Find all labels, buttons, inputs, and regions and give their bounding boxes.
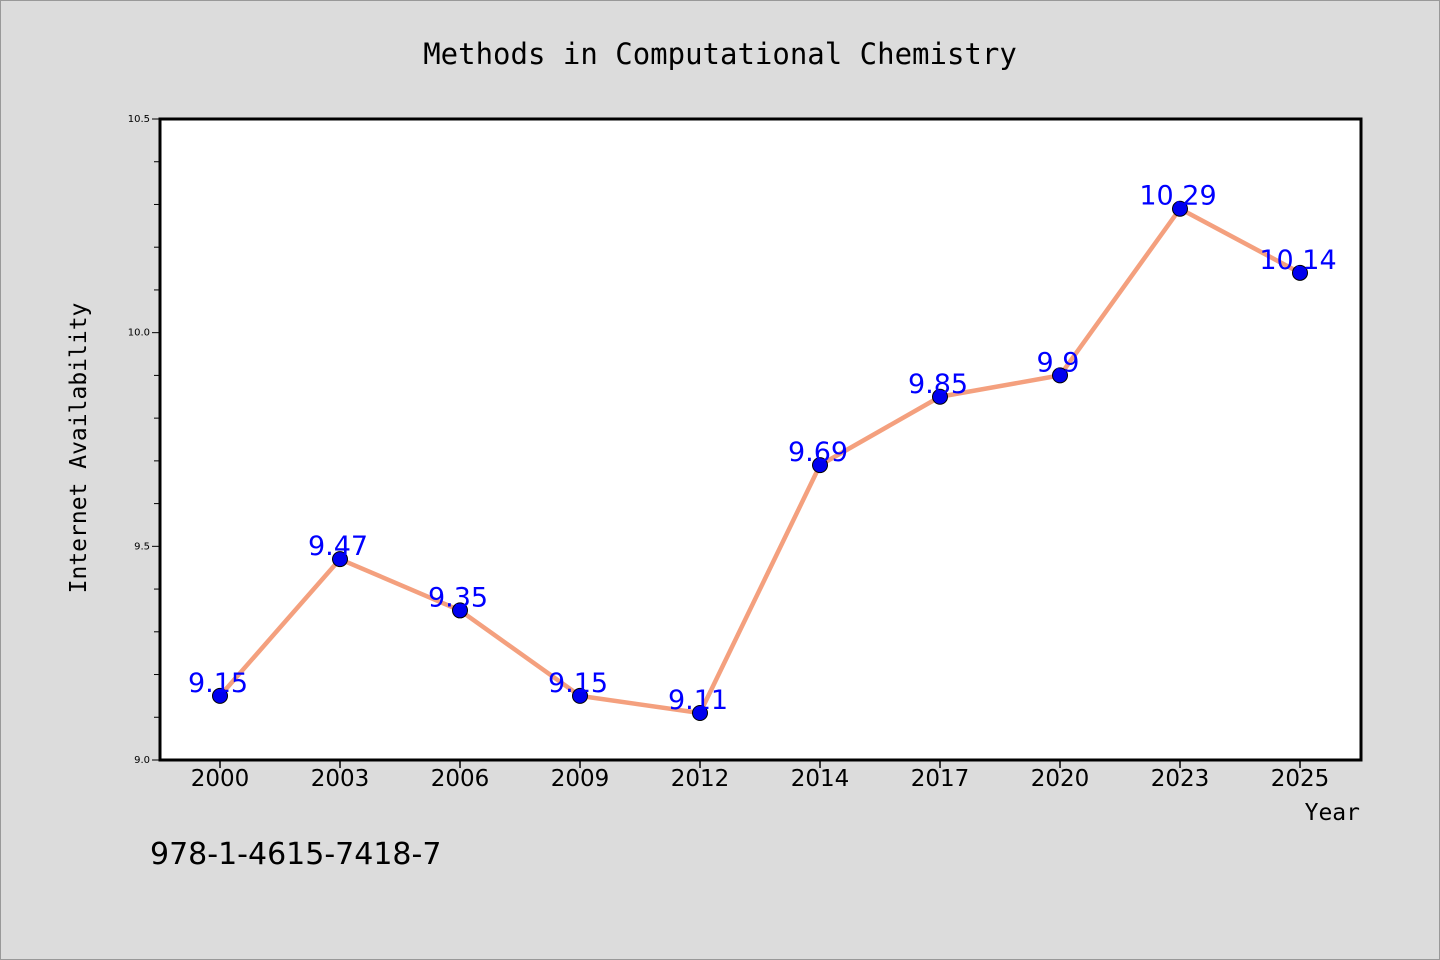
y-tick-label: 9.0 [134,755,150,766]
x-tick-label: 2023 [1151,766,1210,792]
data-point [212,687,228,704]
y-tick-label: 10.0 [128,328,150,339]
data-point [1292,264,1308,281]
y-axis: 9.0 9.5 10.0 10.5 [128,114,160,766]
data-labels: 9.15 9.47 9.35 9.15 9.11 9.69 9.85 9.9 10.29 10.1… [188,181,1337,716]
data-point [452,602,468,619]
data-label: 9.69 [788,437,848,468]
y-tick-label: 10.5 [128,114,150,125]
x-tick-label: 2017 [911,766,970,792]
x-tick-label: 2020 [1031,766,1090,792]
data-label: 9.15 [188,668,248,699]
x-tick-label: 2012 [671,766,730,792]
data-label: 10.14 [1259,245,1336,276]
plot-area [158,117,1363,762]
data-label: 9.35 [428,582,488,613]
data-point [572,687,588,704]
data-label: 9.47 [308,531,368,562]
series-line [217,206,1303,716]
y-tick-label: 9.5 [134,541,150,552]
x-tick-label: 2009 [551,766,610,792]
data-point [812,457,828,474]
chart-title: Methods in Computational Chemistry [423,37,1017,71]
data-point [1172,200,1188,217]
x-axis: 2000 2003 2006 2009 2012 2014 2017 2020 2023 2025 [191,760,1330,792]
x-tick-label: 2003 [311,766,370,792]
x-tick-label: 2006 [431,766,490,792]
y-axis-label: Internet Availability [66,303,92,594]
x-tick-label: 2014 [791,766,850,792]
series-markers [212,200,1308,721]
data-label: 9.9 [1037,347,1080,378]
data-label: 9.85 [908,369,968,400]
data-point [932,388,948,405]
series-polyline [217,206,1303,716]
data-point [332,551,348,568]
data-label: 9.11 [668,685,728,716]
x-axis-label: Year [1305,800,1360,826]
data-point [1052,367,1068,384]
data-label: 9.15 [548,668,608,699]
data-label: 10.29 [1139,181,1216,212]
data-point [692,704,708,721]
x-tick-label: 2000 [191,766,250,792]
x-tick-label: 2025 [1271,766,1330,792]
isbn-annotation: 978-1-4615-7418-7 [150,837,441,872]
